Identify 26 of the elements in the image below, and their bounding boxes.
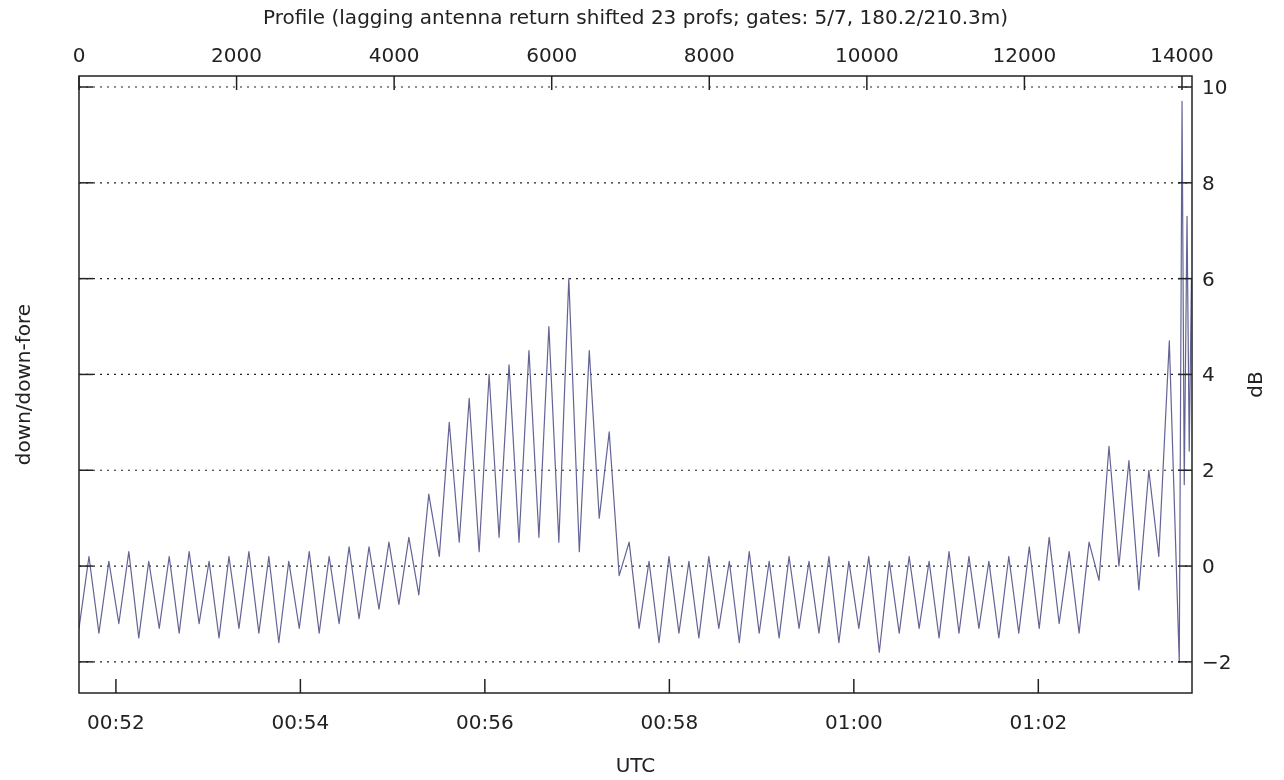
x2-tick-label: 6000 bbox=[526, 43, 578, 67]
x2-tick-label: 8000 bbox=[683, 43, 735, 67]
y2-tick-label: 4 bbox=[1202, 362, 1215, 387]
y2-tick-label: 10 bbox=[1202, 75, 1228, 100]
chart-title: Profile (lagging antenna return shifted 23 profs; gates: 5/7, 180.2/210.3m) bbox=[262, 5, 1009, 29]
x2-tick-label: 2000 bbox=[211, 43, 263, 67]
line-series bbox=[79, 100, 1192, 663]
y2-tick-label: 2 bbox=[1202, 458, 1215, 483]
y2-tick-label: 6 bbox=[1202, 266, 1215, 291]
x2-tick-label: 14000 bbox=[1150, 43, 1214, 67]
x2-tick-label: 4000 bbox=[368, 43, 420, 67]
y2-tick-label: 8 bbox=[1202, 170, 1215, 195]
x2-tick-label: 10000 bbox=[835, 43, 899, 67]
x-tick-label: 01:02 bbox=[1009, 710, 1068, 734]
x-tick-label: 00:52 bbox=[87, 710, 145, 734]
x-tick-label: 00:54 bbox=[271, 710, 330, 734]
y2-tick-label: −2 bbox=[1202, 649, 1232, 674]
x-tick-label: 00:56 bbox=[456, 710, 514, 734]
x2-tick-label: 12000 bbox=[992, 43, 1057, 67]
y-axis-title: down/down-fore bbox=[11, 303, 35, 466]
x2-tick-label: 0 bbox=[72, 43, 86, 67]
y2-tick-label: 0 bbox=[1202, 554, 1215, 579]
x-axis-title: UTC bbox=[615, 753, 656, 777]
x-tick-label: 01:00 bbox=[825, 710, 883, 734]
x-tick-label: 00:58 bbox=[640, 710, 699, 734]
y2-axis-title: dB bbox=[1243, 371, 1267, 398]
